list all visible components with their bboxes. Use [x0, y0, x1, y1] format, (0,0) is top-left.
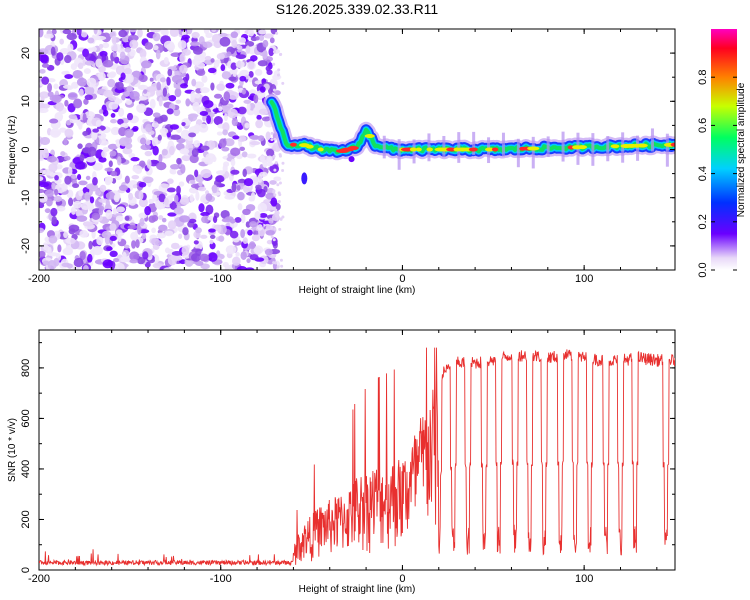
colorbar-tick-label: 0.2 — [697, 214, 709, 229]
snr-axes: -200 -100 0 100 0 200 400 600 800 — [20, 330, 675, 585]
snr-ytick-label: 600 — [20, 409, 32, 427]
spectrogram-xtick-label: 100 — [575, 273, 593, 285]
snr-xtick-label: -100 — [210, 573, 232, 585]
spectrogram-noise — [39, 29, 285, 270]
spectrogram-ytick-label: 0 — [20, 146, 32, 152]
snr-ytick-label: 800 — [20, 359, 32, 377]
colorbar-tick-label: 0.6 — [697, 118, 709, 133]
snr-xtick-label: -200 — [28, 573, 50, 585]
colorbar-tick-label: 0.4 — [697, 166, 709, 181]
snr-ylabel: SNR (10 * v/v) — [7, 418, 18, 482]
spectrogram-tone — [263, 94, 675, 185]
spectrogram-ytick-label: -20 — [20, 238, 32, 254]
colorbar-label: Normalized spectral amplitude — [736, 82, 747, 217]
snr-xtick-label: 100 — [575, 573, 593, 585]
snr-series-line — [39, 347, 675, 567]
snr-frame — [38, 329, 676, 571]
colorbar-tick-label: 0.8 — [697, 70, 709, 85]
spectrogram-xtick-label: 0 — [399, 273, 405, 285]
figure-title: S126.2025.339.02.33.R11 — [276, 1, 439, 17]
snr-ytick-label: 400 — [20, 460, 32, 478]
spectrogram-ylabel: Frequency (Hz) — [7, 116, 18, 185]
colorbar-tick-label: 0.0 — [697, 262, 709, 277]
snr-xlabel: Height of straight line (km) — [299, 584, 416, 595]
snr-xtick-label: 0 — [399, 573, 405, 585]
colorbar: 0.0 0.2 0.4 0.6 0.8 Normalized spectral ampl… — [697, 29, 747, 278]
colorbar-ticks: 0.0 0.2 0.4 0.6 0.8 — [697, 70, 737, 278]
spectrogram-xtick-label: -100 — [210, 273, 232, 285]
snr-panel: -200 -100 0 100 0 200 400 600 800 Height of stra… — [7, 329, 676, 595]
snr-ytick-label: 0 — [20, 567, 32, 573]
colorbar-gradient — [711, 29, 737, 270]
spectrogram-ytick-label: 10 — [20, 95, 32, 107]
snr-ytick-label: 200 — [20, 510, 32, 528]
spectrogram-xlabel: Height of straight line (km) — [299, 285, 416, 296]
spectrogram-xtick-label: -200 — [28, 273, 50, 285]
spectrogram-ytick-label: -10 — [20, 190, 32, 206]
spectrogram-ytick-label: 20 — [20, 47, 32, 59]
